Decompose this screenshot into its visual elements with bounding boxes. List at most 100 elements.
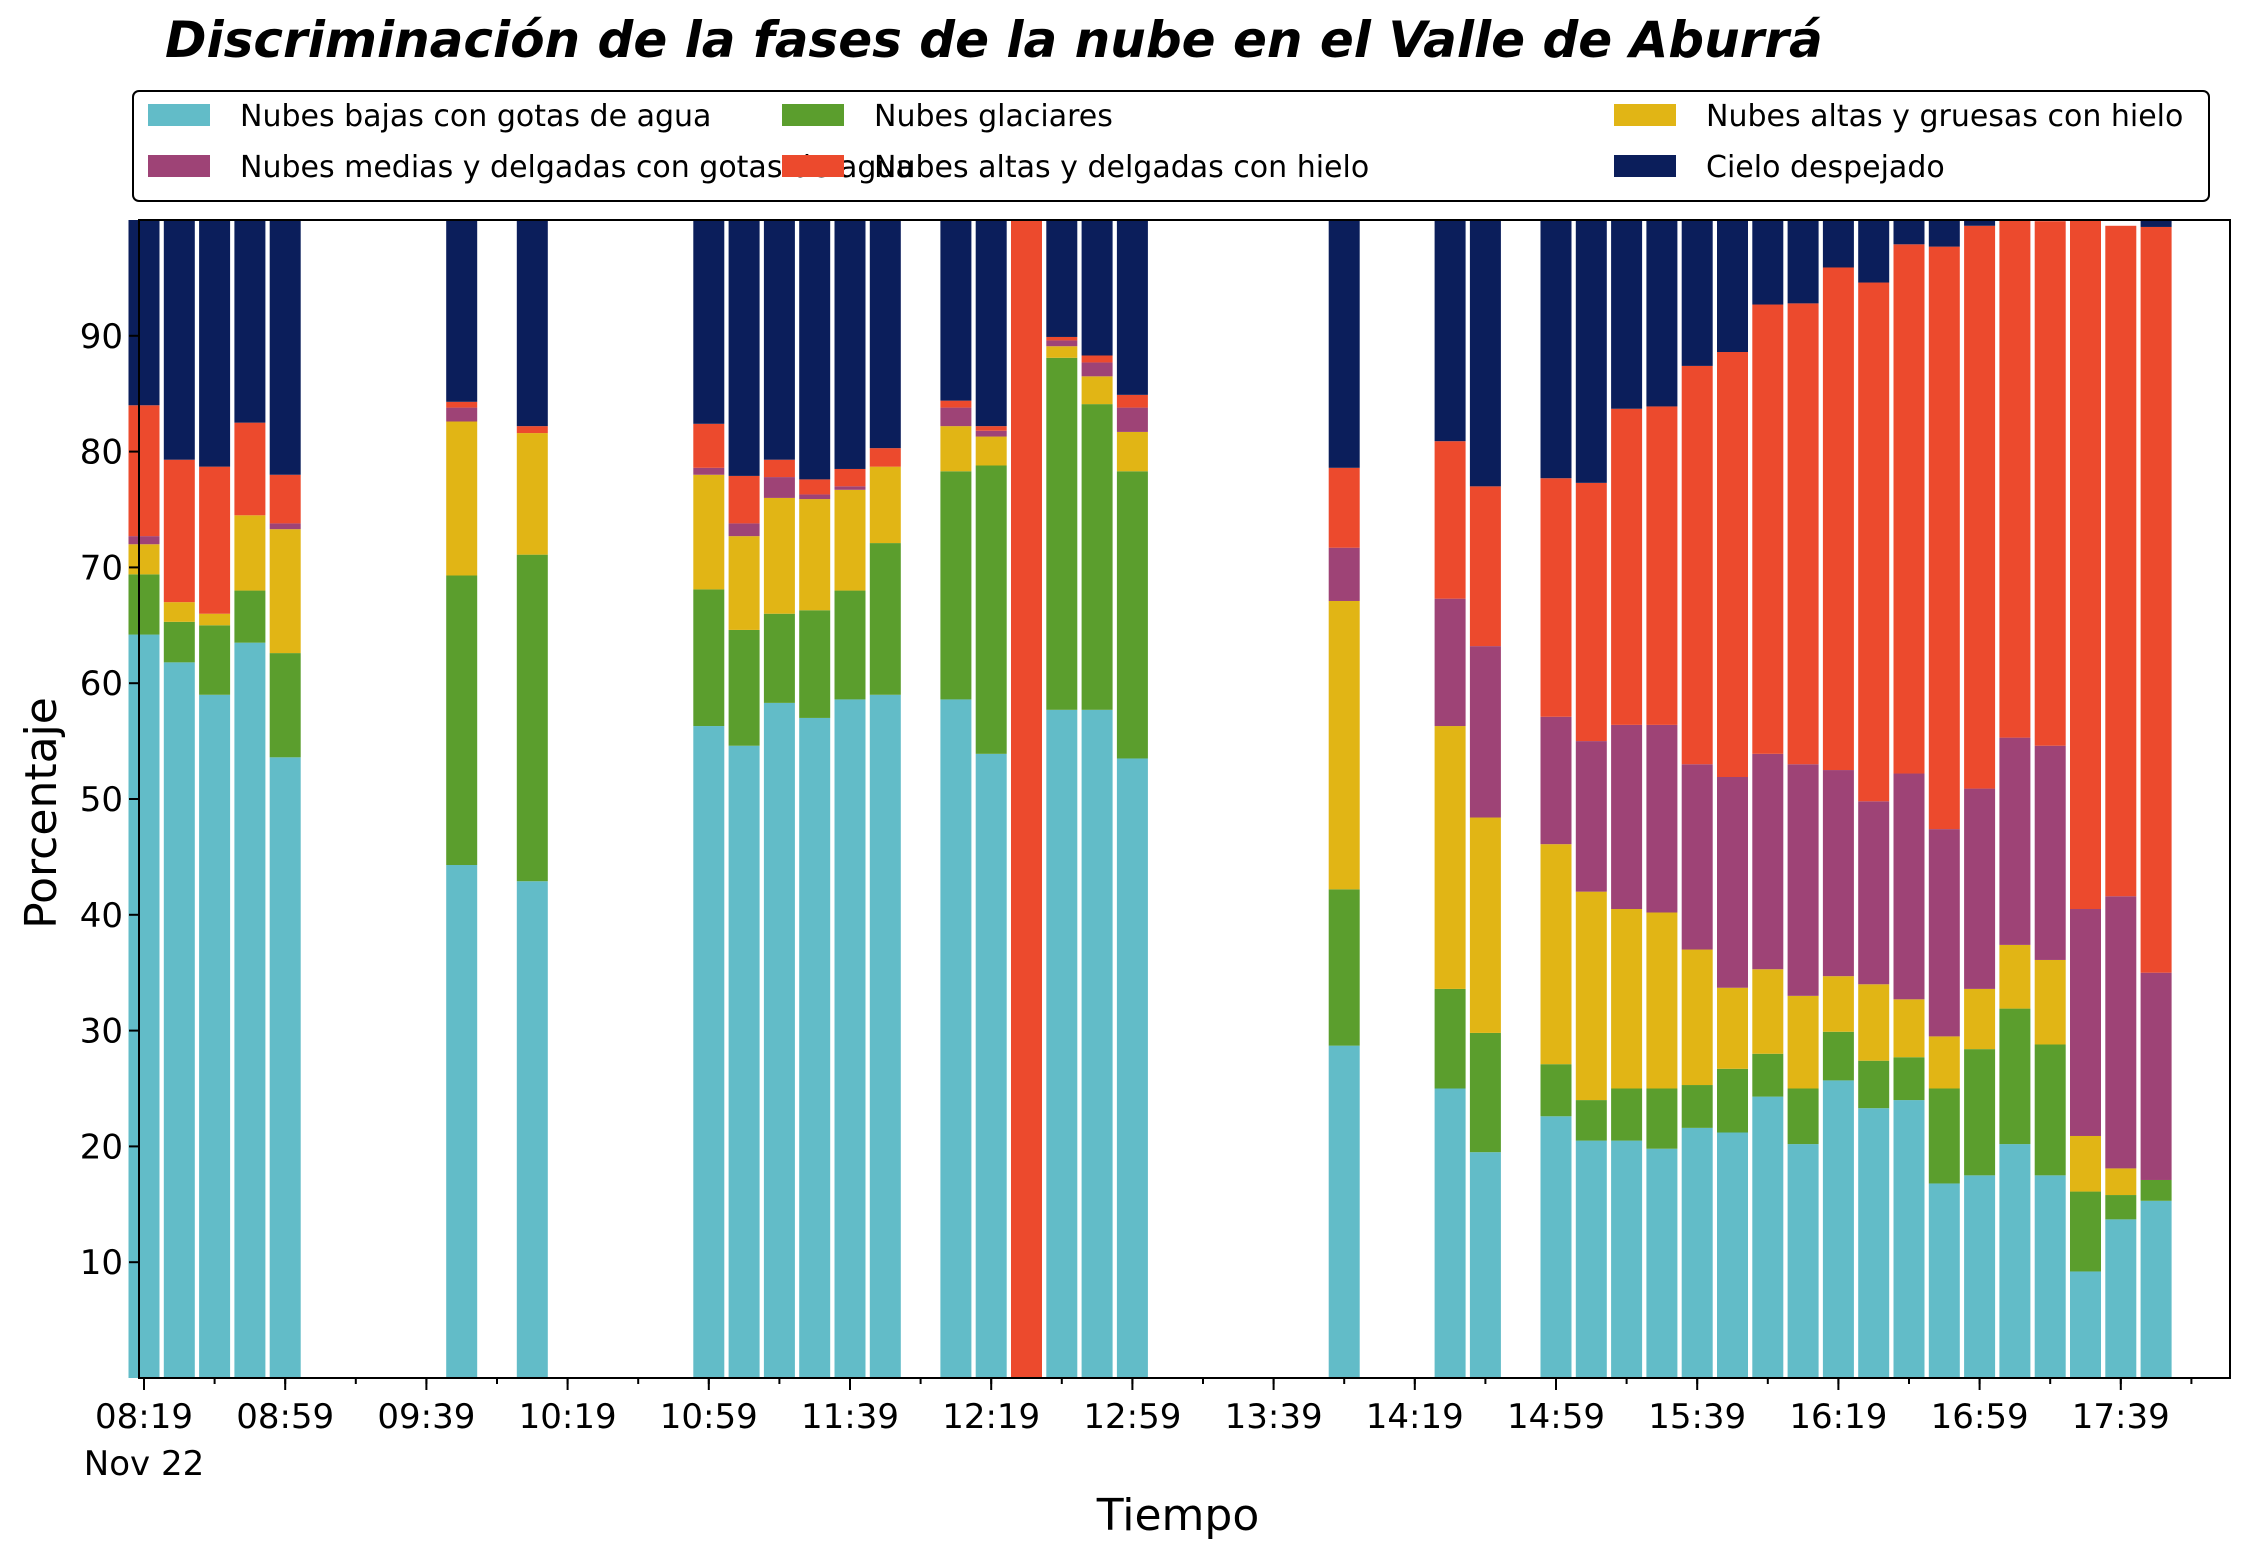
bar-segment xyxy=(728,745,760,1378)
x-tick-label: 10:59 xyxy=(660,1397,758,1437)
bar-segment xyxy=(1434,988,1466,1089)
bar-segment xyxy=(2105,1195,2137,1220)
bar-segment xyxy=(446,575,478,866)
bar-segment xyxy=(1681,949,1713,1086)
legend-label: Nubes altas y gruesas con hielo xyxy=(1706,99,2183,134)
bar-segment xyxy=(1822,1080,1854,1378)
bar-segment xyxy=(975,436,1007,466)
bar-segment xyxy=(940,220,972,401)
x-tick-label: 08:59 xyxy=(236,1397,334,1437)
bar-segment xyxy=(1717,777,1748,988)
bar-segment xyxy=(763,497,795,614)
x-tick-label: 10:19 xyxy=(519,1397,617,1437)
bar-segment xyxy=(1752,304,1784,754)
bar-segment xyxy=(1822,770,1854,977)
bar-segment xyxy=(2034,745,2066,960)
bar-segment xyxy=(1434,220,1466,442)
bar-segment xyxy=(940,400,972,408)
bar-segment xyxy=(763,613,795,703)
bar-segment xyxy=(1611,909,1643,1089)
x-tick-label: 12:59 xyxy=(1083,1397,1181,1437)
bar-segment xyxy=(975,426,1007,431)
bar-segment xyxy=(1328,547,1360,601)
bar-segment xyxy=(1999,944,2031,1009)
axes-layer: 10 20 30 40 50 60 70 80 90 08:19 08:59 09:39 10:19 10… xyxy=(80,219,2231,1484)
x-tick-label: 17:39 xyxy=(2072,1397,2170,1437)
x-tick-label: 16:59 xyxy=(1931,1397,2029,1437)
bar-segment xyxy=(1046,357,1078,710)
bar-segment xyxy=(163,621,195,663)
bar-segment xyxy=(1787,995,1819,1089)
bar-segment xyxy=(728,536,760,630)
bar-segment xyxy=(1822,220,1854,268)
bar-segment xyxy=(269,529,301,654)
bar-segment xyxy=(869,220,901,449)
bar-segment xyxy=(1964,788,1996,989)
bar-segment xyxy=(128,634,160,1378)
bar-segment xyxy=(269,757,301,1378)
bar-segment xyxy=(516,881,548,1378)
y-tick-label: 50 xyxy=(80,780,123,820)
x-axis-title: Tiempo xyxy=(1096,1490,1260,1541)
bar-segment xyxy=(1858,220,1890,283)
bar-segment xyxy=(1328,600,1360,890)
bar-segment xyxy=(163,459,195,603)
bar-segment xyxy=(1681,764,1713,950)
bar-segment xyxy=(1046,346,1078,358)
bar-segment xyxy=(1928,1036,1960,1089)
x-tick-label: 12:19 xyxy=(942,1397,1040,1437)
bar-segment xyxy=(834,699,866,1378)
bar-segment xyxy=(1858,282,1890,802)
bar-segment xyxy=(1964,220,1996,226)
bar-segment xyxy=(763,477,795,498)
bar-segment xyxy=(1681,220,1713,366)
x-tick-label: 08:19 xyxy=(95,1397,193,1437)
bar-segment xyxy=(1540,478,1572,717)
bar-segment xyxy=(1611,408,1643,725)
bar-segment xyxy=(799,494,831,500)
bar-segment xyxy=(1469,1032,1501,1153)
bar-segment xyxy=(1681,1127,1713,1378)
bar-segment xyxy=(1081,376,1113,405)
bar-segment xyxy=(269,523,301,530)
bar-segment xyxy=(2105,1168,2137,1196)
bar-segment xyxy=(869,694,901,1378)
bar-segment xyxy=(1893,999,1925,1058)
bar-segment xyxy=(1893,244,1925,774)
legend-item: Nubes altas y gruesas con hielo xyxy=(1614,99,2183,134)
legend-item: Cielo despejado xyxy=(1614,150,1945,185)
bar-segment xyxy=(834,486,866,490)
bar-segment xyxy=(693,726,725,1378)
bar-segment xyxy=(1646,1148,1678,1378)
bar-segment xyxy=(1046,220,1078,337)
bar-segment xyxy=(1328,220,1360,468)
bar-segment xyxy=(446,220,478,402)
bar-segment xyxy=(1081,404,1113,710)
legend-swatch xyxy=(782,155,844,177)
legend-swatch xyxy=(148,155,210,177)
bar-segment xyxy=(1928,829,1960,1037)
legend-label: Cielo despejado xyxy=(1706,150,1945,185)
bar-segment xyxy=(269,220,301,475)
bar-segment xyxy=(1434,598,1466,727)
bar-segment xyxy=(834,590,866,700)
bar-segment xyxy=(1822,976,1854,1032)
bar-segment xyxy=(799,610,831,718)
bar-segment xyxy=(693,474,725,590)
bar-segment xyxy=(1328,889,1360,1046)
bar-segment xyxy=(1964,1049,1996,1176)
bar-segment xyxy=(1858,1108,1890,1378)
bar-segment xyxy=(1822,1031,1854,1081)
bar-segment xyxy=(1752,969,1784,1054)
bar-segment xyxy=(516,433,548,555)
bar-segment xyxy=(1611,220,1643,409)
bar-segment xyxy=(199,694,231,1378)
bar-segment xyxy=(199,220,231,467)
bar-segment xyxy=(2140,226,2172,973)
bar-segment xyxy=(2140,1200,2172,1378)
bar-segment xyxy=(1928,1088,1960,1184)
x-tick-label: 15:39 xyxy=(1648,1397,1746,1437)
bar-segment xyxy=(940,407,972,427)
bar-segment xyxy=(1081,709,1113,1378)
bar-segment xyxy=(763,702,795,1378)
